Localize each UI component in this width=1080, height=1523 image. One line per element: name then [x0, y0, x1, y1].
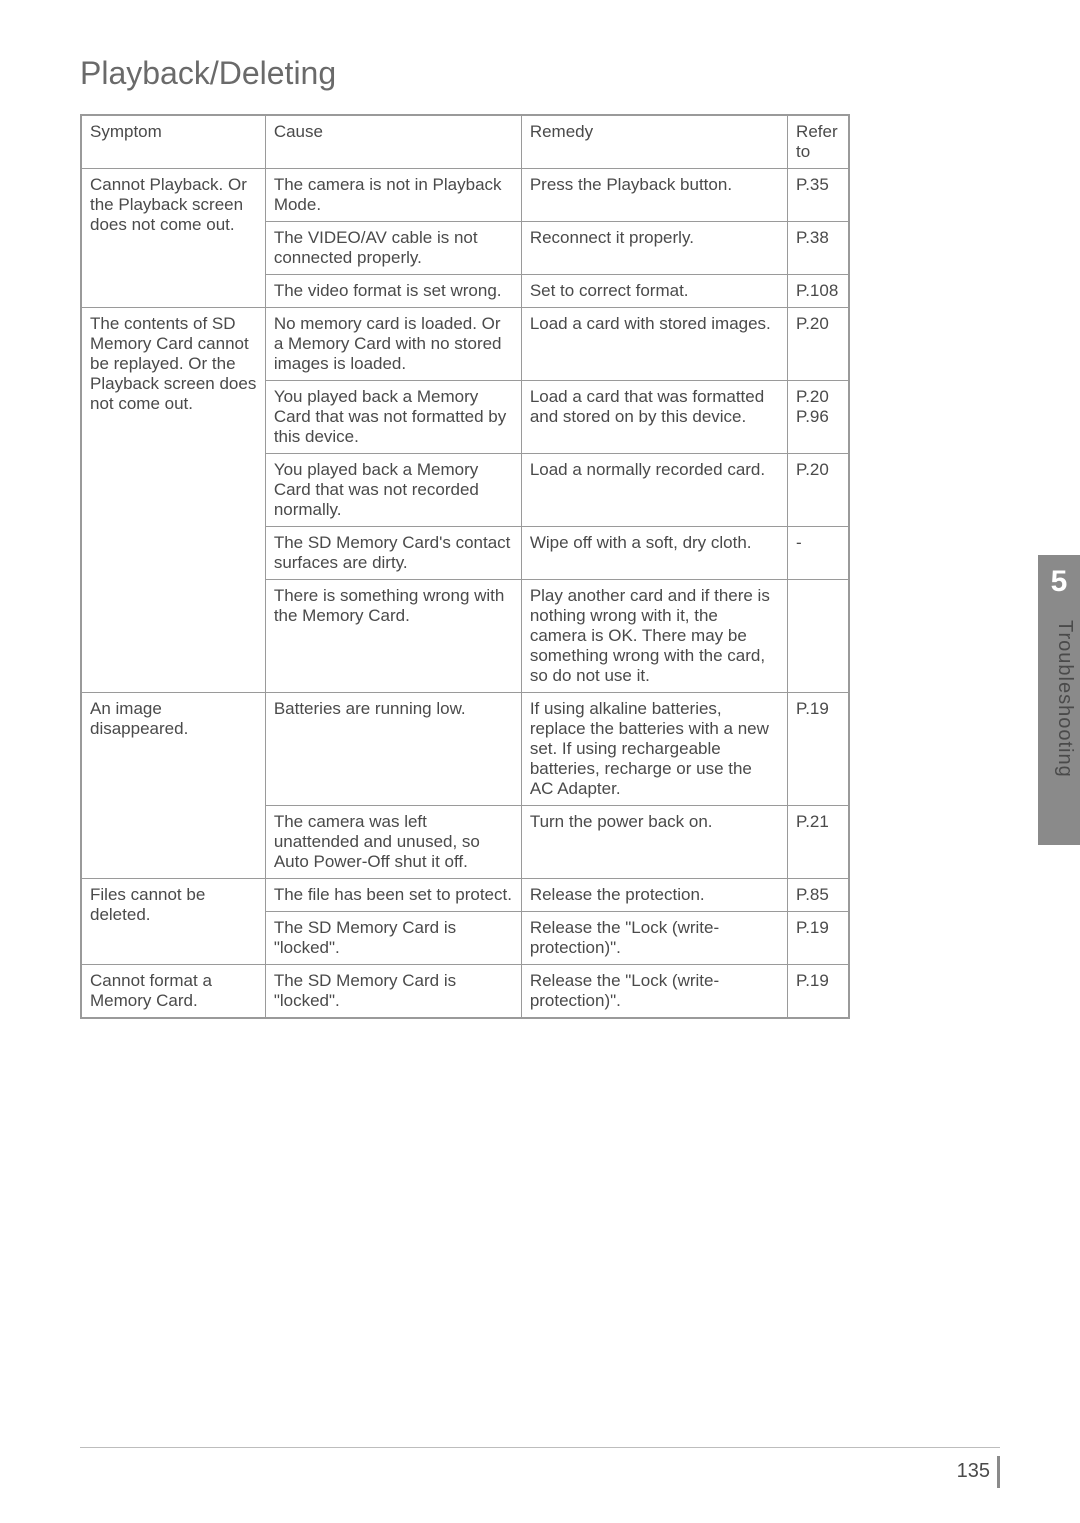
- th-remedy: Remedy: [521, 115, 787, 169]
- cell-symptom: Files cannot be deleted.: [81, 879, 265, 965]
- cell-refer: P.35: [788, 169, 849, 222]
- cell-remedy: Wipe off with a soft, dry cloth.: [521, 527, 787, 580]
- cell-cause: The SD Memory Card's contact surfaces ar…: [265, 527, 521, 580]
- cell-refer: P.19: [788, 965, 849, 1019]
- cell-cause: The file has been set to protect.: [265, 879, 521, 912]
- cell-refer: P.21: [788, 806, 849, 879]
- cell-symptom: The contents of SD Memory Card cannot be…: [81, 308, 265, 693]
- cell-remedy: Load a normally recorded card.: [521, 454, 787, 527]
- th-symptom: Symptom: [81, 115, 265, 169]
- table-row: An image disappeared.Batteries are runni…: [81, 693, 849, 806]
- cell-refer: P.19: [788, 912, 849, 965]
- cell-remedy: If using alkaline batteries, replace the…: [521, 693, 787, 806]
- page-number: 135: [957, 1460, 990, 1483]
- cell-remedy: Turn the power back on.: [521, 806, 787, 879]
- table-row: Files cannot be deleted.The file has bee…: [81, 879, 849, 912]
- cell-cause: The video format is set wrong.: [265, 275, 521, 308]
- cell-cause: The camera is not in Playback Mode.: [265, 169, 521, 222]
- cell-symptom: Cannot Playback. Or the Playback screen …: [81, 169, 265, 308]
- troubleshooting-table: Symptom Cause Remedy Refer to Cannot Pla…: [80, 114, 850, 1019]
- cell-refer: P.85: [788, 879, 849, 912]
- cell-remedy: Set to correct format.: [521, 275, 787, 308]
- footer-divider: [80, 1447, 1000, 1448]
- cell-refer: P.20: [788, 308, 849, 381]
- cell-cause: You played back a Memory Card that was n…: [265, 381, 521, 454]
- cell-refer: -: [788, 527, 849, 580]
- th-refer: Refer to: [788, 115, 849, 169]
- cell-refer: P.20 P.96: [788, 381, 849, 454]
- cell-remedy: Reconnect it properly.: [521, 222, 787, 275]
- cell-remedy: Play another card and if there is nothin…: [521, 580, 787, 693]
- cell-refer: P.108: [788, 275, 849, 308]
- cell-cause: The camera was left unattended and unuse…: [265, 806, 521, 879]
- cell-symptom: Cannot format a Memory Card.: [81, 965, 265, 1019]
- cell-cause: The SD Memory Card is "locked".: [265, 965, 521, 1019]
- cell-cause: The VIDEO/AV cable is not connected prop…: [265, 222, 521, 275]
- cell-refer: P.19: [788, 693, 849, 806]
- cell-cause: There is something wrong with the Memory…: [265, 580, 521, 693]
- cell-refer: P.38: [788, 222, 849, 275]
- cell-symptom: An image disappeared.: [81, 693, 265, 879]
- chapter-label: Troubleshooting: [1053, 620, 1076, 778]
- table-row: The contents of SD Memory Card cannot be…: [81, 308, 849, 381]
- cell-cause: Batteries are running low.: [265, 693, 521, 806]
- cell-cause: You played back a Memory Card that was n…: [265, 454, 521, 527]
- chapter-number: 5: [1038, 565, 1080, 599]
- cell-refer: [788, 580, 849, 693]
- cell-cause: The SD Memory Card is "locked".: [265, 912, 521, 965]
- cell-remedy: Release the "Lock (write-protection)".: [521, 912, 787, 965]
- page-number-bar: [997, 1456, 1000, 1488]
- cell-remedy: Load a card that was formatted and store…: [521, 381, 787, 454]
- cell-remedy: Release the "Lock (write-protection)".: [521, 965, 787, 1019]
- cell-cause: No memory card is loaded. Or a Memory Ca…: [265, 308, 521, 381]
- table-row: Cannot format a Memory Card.The SD Memor…: [81, 965, 849, 1019]
- cell-refer: P.20: [788, 454, 849, 527]
- cell-remedy: Release the protection.: [521, 879, 787, 912]
- section-title: Playback/Deleting: [80, 55, 1000, 92]
- table-row: Cannot Playback. Or the Playback screen …: [81, 169, 849, 222]
- cell-remedy: Press the Playback button.: [521, 169, 787, 222]
- cell-remedy: Load a card with stored images.: [521, 308, 787, 381]
- th-cause: Cause: [265, 115, 521, 169]
